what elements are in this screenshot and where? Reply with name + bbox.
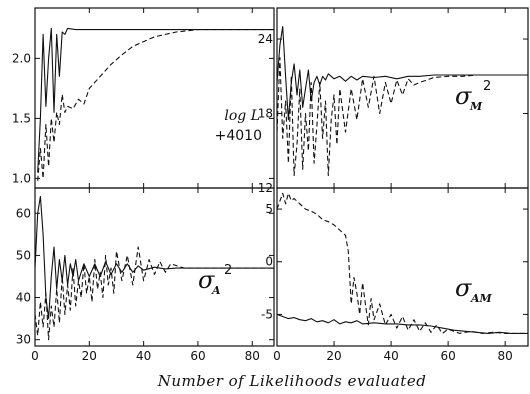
annotation-offset: +4010	[215, 128, 262, 144]
series-line-solid	[35, 195, 274, 320]
y-tick-label: 60	[16, 206, 31, 220]
panel-frame	[34, 7, 275, 189]
x-tick-label: 60	[190, 349, 205, 363]
x-tick-label: 20	[326, 349, 341, 363]
y-tick-label: 1.5	[12, 111, 31, 125]
x-tick-label: 60	[440, 349, 455, 363]
y-tick-label: 5	[265, 202, 273, 216]
panel-frame	[276, 187, 529, 347]
annotation-sigma-am-subscript: AM	[470, 292, 493, 305]
y-tick-label: 18	[258, 107, 273, 121]
y-tick-label: 40	[16, 291, 31, 305]
series-line-dashed	[37, 29, 274, 181]
annotation-sigma-m-superscript: 2	[483, 79, 491, 94]
panel-sigma-am: σ AM 0 20 40 60 80 -5 0 5	[261, 187, 529, 363]
x-tick-label: 0	[31, 349, 39, 363]
series-line-dashed	[277, 57, 528, 177]
annotation-sigma-am-symbol: σ	[455, 274, 472, 302]
panel-log-likelihood: log L +4010 1.0 1.5 2.0	[12, 7, 275, 189]
series-line-dashed	[277, 192, 528, 334]
y-tick-label: 50	[16, 248, 31, 262]
annotation-log-l: log L	[224, 108, 260, 124]
x-tick-label: 40	[136, 349, 151, 363]
y-tick-label: 0	[265, 255, 273, 269]
y-tick-label: 2.0	[12, 51, 31, 65]
x-tick-label: 40	[383, 349, 398, 363]
series-line-solid	[37, 27, 274, 173]
annotation-sigma-m-subscript: M	[469, 100, 483, 113]
x-tick-label: 80	[245, 349, 260, 363]
y-tick-label: 30	[16, 333, 31, 347]
x-tick-label: 80	[498, 349, 513, 363]
annotation-sigma-a-subscript: A	[211, 284, 221, 297]
series-line-dashed	[35, 246, 274, 341]
series-line-solid	[277, 313, 528, 334]
series-line-solid	[277, 26, 528, 121]
annotation-sigma-a-superscript: 2	[224, 263, 232, 278]
annotation-sigma-m-symbol: σ	[455, 82, 472, 110]
y-tick-label: 24	[258, 32, 273, 46]
x-tick-label: 0	[273, 349, 281, 363]
y-tick-label: 1.0	[12, 171, 31, 185]
y-tick-label: -5	[261, 307, 273, 321]
panel-frame	[276, 7, 529, 189]
x-tick-label: 20	[82, 349, 97, 363]
annotation-sigma-a-symbol: σ	[198, 266, 215, 294]
x-axis-label: Number of Likelihoods evaluated	[157, 372, 427, 390]
